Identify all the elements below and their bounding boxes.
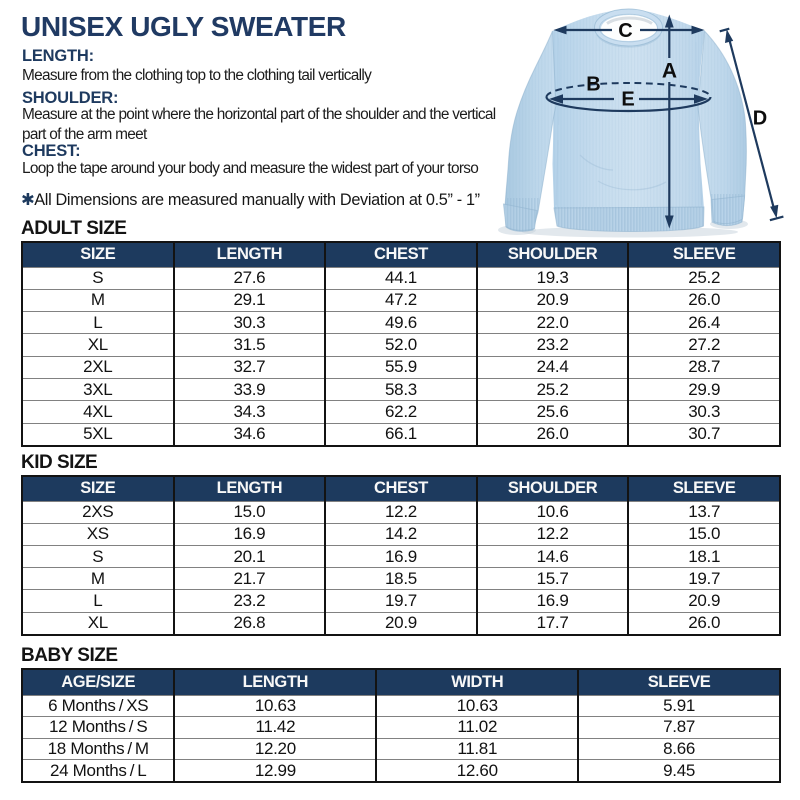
svg-text:B: B xyxy=(586,73,600,95)
svg-text:A: A xyxy=(662,60,677,83)
svg-text:D: D xyxy=(753,107,767,129)
svg-text:C: C xyxy=(618,20,632,42)
svg-text:E: E xyxy=(621,88,634,110)
